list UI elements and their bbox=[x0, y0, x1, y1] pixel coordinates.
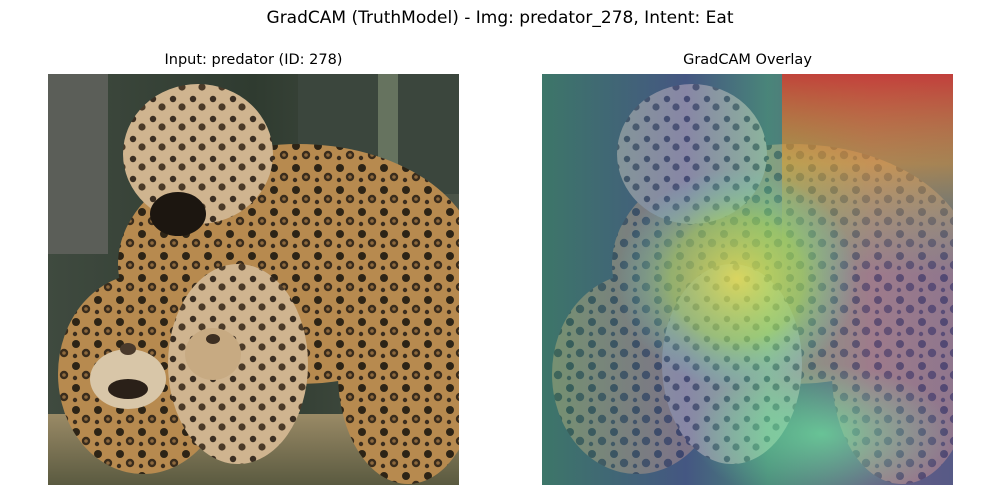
input-image-graphic bbox=[48, 74, 459, 485]
figure-title: GradCAM (TruthModel) - Img: predator_278… bbox=[266, 8, 734, 28]
gradcam-overlay-image bbox=[542, 74, 953, 485]
input-panel-title: Input: predator (ID: 278) bbox=[164, 52, 343, 68]
overlay-panel-title: GradCAM Overlay bbox=[683, 52, 812, 68]
input-image bbox=[48, 74, 459, 485]
gradcam-overlay-graphic bbox=[542, 74, 953, 485]
